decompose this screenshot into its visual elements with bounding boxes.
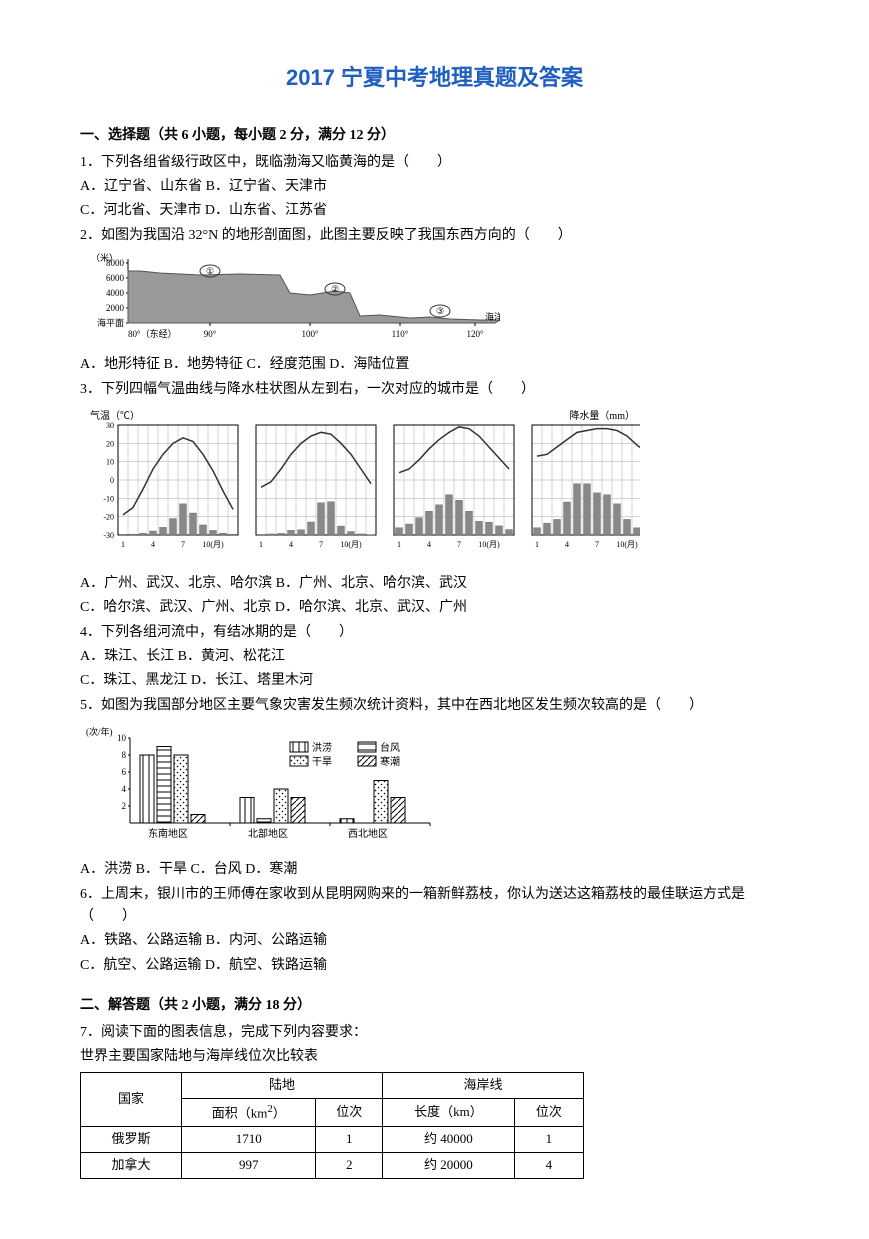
svg-text:10(月): 10(月) [478, 540, 500, 549]
svg-text:20: 20 [106, 439, 114, 448]
svg-text:台风: 台风 [380, 741, 400, 754]
section1-header: 一、选择题（共 6 小题，每小题 2 分，满分 12 分） [80, 125, 789, 147]
col-coastrank: 位次 [514, 1099, 583, 1127]
svg-text:120°: 120° [466, 329, 484, 339]
svg-text:北部地区: 北部地区 [248, 827, 288, 840]
svg-text:气温（℃）: 气温（℃） [90, 409, 140, 422]
q5-text: 5．如图为我国部分地区主要气象灾害发生频次统计资料，其中在西北地区发生频次较高的… [80, 695, 789, 717]
svg-text:1: 1 [121, 540, 125, 549]
col-area: 面积（km2） [182, 1099, 316, 1127]
col-coast: 海岸线 [383, 1073, 584, 1099]
table-row: 加拿大 997 2 约 20000 4 [81, 1153, 584, 1179]
svg-text:1: 1 [259, 540, 263, 549]
q3-options-cd: C．哈尔滨、武汉、广州、北京 D．哈尔滨、北京、武汉、广州 [80, 597, 789, 619]
svg-text:10: 10 [106, 458, 114, 467]
svg-text:2: 2 [122, 801, 127, 811]
q6-options-cd: C．航空、公路运输 D．航空、铁路运输 [80, 955, 789, 977]
q6-text: 6．上周末，银川市的王师傅在家收到从昆明网购来的一箱新鲜荔枝，你认为送达这箱荔枝… [80, 884, 789, 929]
svg-text:(次/年): (次/年) [86, 726, 113, 737]
q2-options: A．地形特征 B．地势特征 C．经度范围 D．海陆位置 [80, 354, 789, 376]
q2-text: 2．如图为我国沿 32°N 的地形剖面图，此图主要反映了我国东西方向的（ ） [80, 225, 789, 247]
svg-text:西北地区: 西北地区 [348, 827, 388, 840]
q5-chart: (次/年) 10 8 6 4 2 东南地区 北部地区 西北地区 洪涝 台风干旱 寒潮 [80, 723, 789, 853]
svg-text:6000: 6000 [106, 273, 125, 283]
col-landrank: 位次 [316, 1099, 383, 1127]
svg-text:10(月): 10(月) [340, 540, 362, 549]
q3-options-ab: A．广州、武汉、北京、哈尔滨 B．广州、北京、哈尔滨、武汉 [80, 573, 789, 595]
q7-subtitle: 世界主要国家陆地与海岸线位次比较表 [80, 1046, 789, 1068]
svg-text:-20: -20 [103, 513, 114, 522]
q3-chart: 气温（℃） 降水量（mm） 30 20 10 0 -10 -20 -30 1 4 7 10(月) 1 4 7 1… [80, 407, 789, 567]
svg-text:0: 0 [110, 476, 114, 485]
svg-text:90°: 90° [204, 329, 217, 339]
svg-text:10: 10 [117, 733, 127, 743]
svg-text:4: 4 [289, 540, 293, 549]
col-land: 陆地 [182, 1073, 383, 1099]
svg-text:2000: 2000 [106, 303, 125, 313]
q4-text: 4．下列各组河流中，有结冰期的是（ ） [80, 622, 789, 644]
svg-text:-30: -30 [103, 531, 114, 540]
col-length: 长度（km） [383, 1099, 515, 1127]
svg-text:海平面: 海平面 [97, 317, 124, 328]
q4-options-ab: A．珠江、长江 B．黄河、松花江 [80, 646, 789, 668]
q3-text: 3．下列四幅气温曲线与降水柱状图从左到右，一次对应的城市是（ ） [80, 379, 789, 401]
svg-text:30: 30 [106, 421, 114, 430]
svg-text:洪涝: 洪涝 [312, 741, 332, 754]
svg-text:-10: -10 [103, 494, 114, 503]
svg-text:6: 6 [122, 767, 127, 777]
svg-text:7: 7 [181, 540, 185, 549]
page-title: 2017 宁夏中考地理真题及答案 [80, 60, 789, 95]
svg-text:1: 1 [397, 540, 401, 549]
svg-text:②: ② [331, 284, 339, 294]
q6-options-ab: A．铁路、公路运输 B．内河、公路运输 [80, 930, 789, 952]
svg-text:降水量（mm）: 降水量（mm） [569, 409, 635, 422]
svg-text:（米）: （米） [91, 253, 118, 263]
svg-text:③: ③ [436, 306, 444, 316]
svg-text:4: 4 [565, 540, 569, 549]
svg-text:7: 7 [595, 540, 599, 549]
svg-text:干旱: 干旱 [312, 756, 332, 768]
svg-text:8: 8 [122, 750, 127, 760]
svg-text:4: 4 [151, 540, 155, 549]
svg-text:①: ① [206, 266, 214, 276]
q1-options-ab: A．辽宁省、山东省 B．辽宁省、天津市 [80, 176, 789, 198]
q1-options-cd: C．河北省、天津市 D．山东省、江苏省 [80, 200, 789, 222]
q1-text: 1．下列各组省级行政区中，既临渤海又临黄海的是（ ） [80, 152, 789, 174]
q4-options-cd: C．珠江、黑龙江 D．长江、塔里木河 [80, 670, 789, 692]
svg-text:4: 4 [122, 784, 127, 794]
svg-text:7: 7 [457, 540, 461, 549]
q5-options: A．洪涝 B．干旱 C．台风 D．寒潮 [80, 859, 789, 881]
svg-text:东南地区: 东南地区 [148, 827, 188, 840]
q2-chart: 8000600040002000海平面（米）80°（东经）90°100°110°… [80, 253, 789, 348]
svg-text:110°: 110° [392, 329, 409, 339]
svg-text:7: 7 [319, 540, 323, 549]
svg-text:4000: 4000 [106, 288, 125, 298]
svg-text:1: 1 [535, 540, 539, 549]
svg-text:海洋: 海洋 [485, 311, 500, 322]
section2-header: 二、解答题（共 2 小题，满分 18 分） [80, 995, 789, 1017]
table-row: 俄罗斯 1710 1 约 40000 1 [81, 1127, 584, 1153]
q7-text: 7．阅读下面的图表信息，完成下列内容要求： [80, 1022, 789, 1044]
svg-text:80°（东经）: 80°（东经） [128, 328, 177, 339]
q7-table: 国家 陆地 海岸线 面积（km2） 位次 长度（km） 位次 俄罗斯 1710 … [80, 1072, 584, 1179]
col-country: 国家 [81, 1073, 182, 1127]
svg-text:寒潮: 寒潮 [380, 755, 400, 768]
svg-text:100°: 100° [301, 329, 319, 339]
svg-text:10(月): 10(月) [202, 540, 224, 549]
svg-text:4: 4 [427, 540, 431, 549]
svg-text:10(月): 10(月) [616, 540, 638, 549]
